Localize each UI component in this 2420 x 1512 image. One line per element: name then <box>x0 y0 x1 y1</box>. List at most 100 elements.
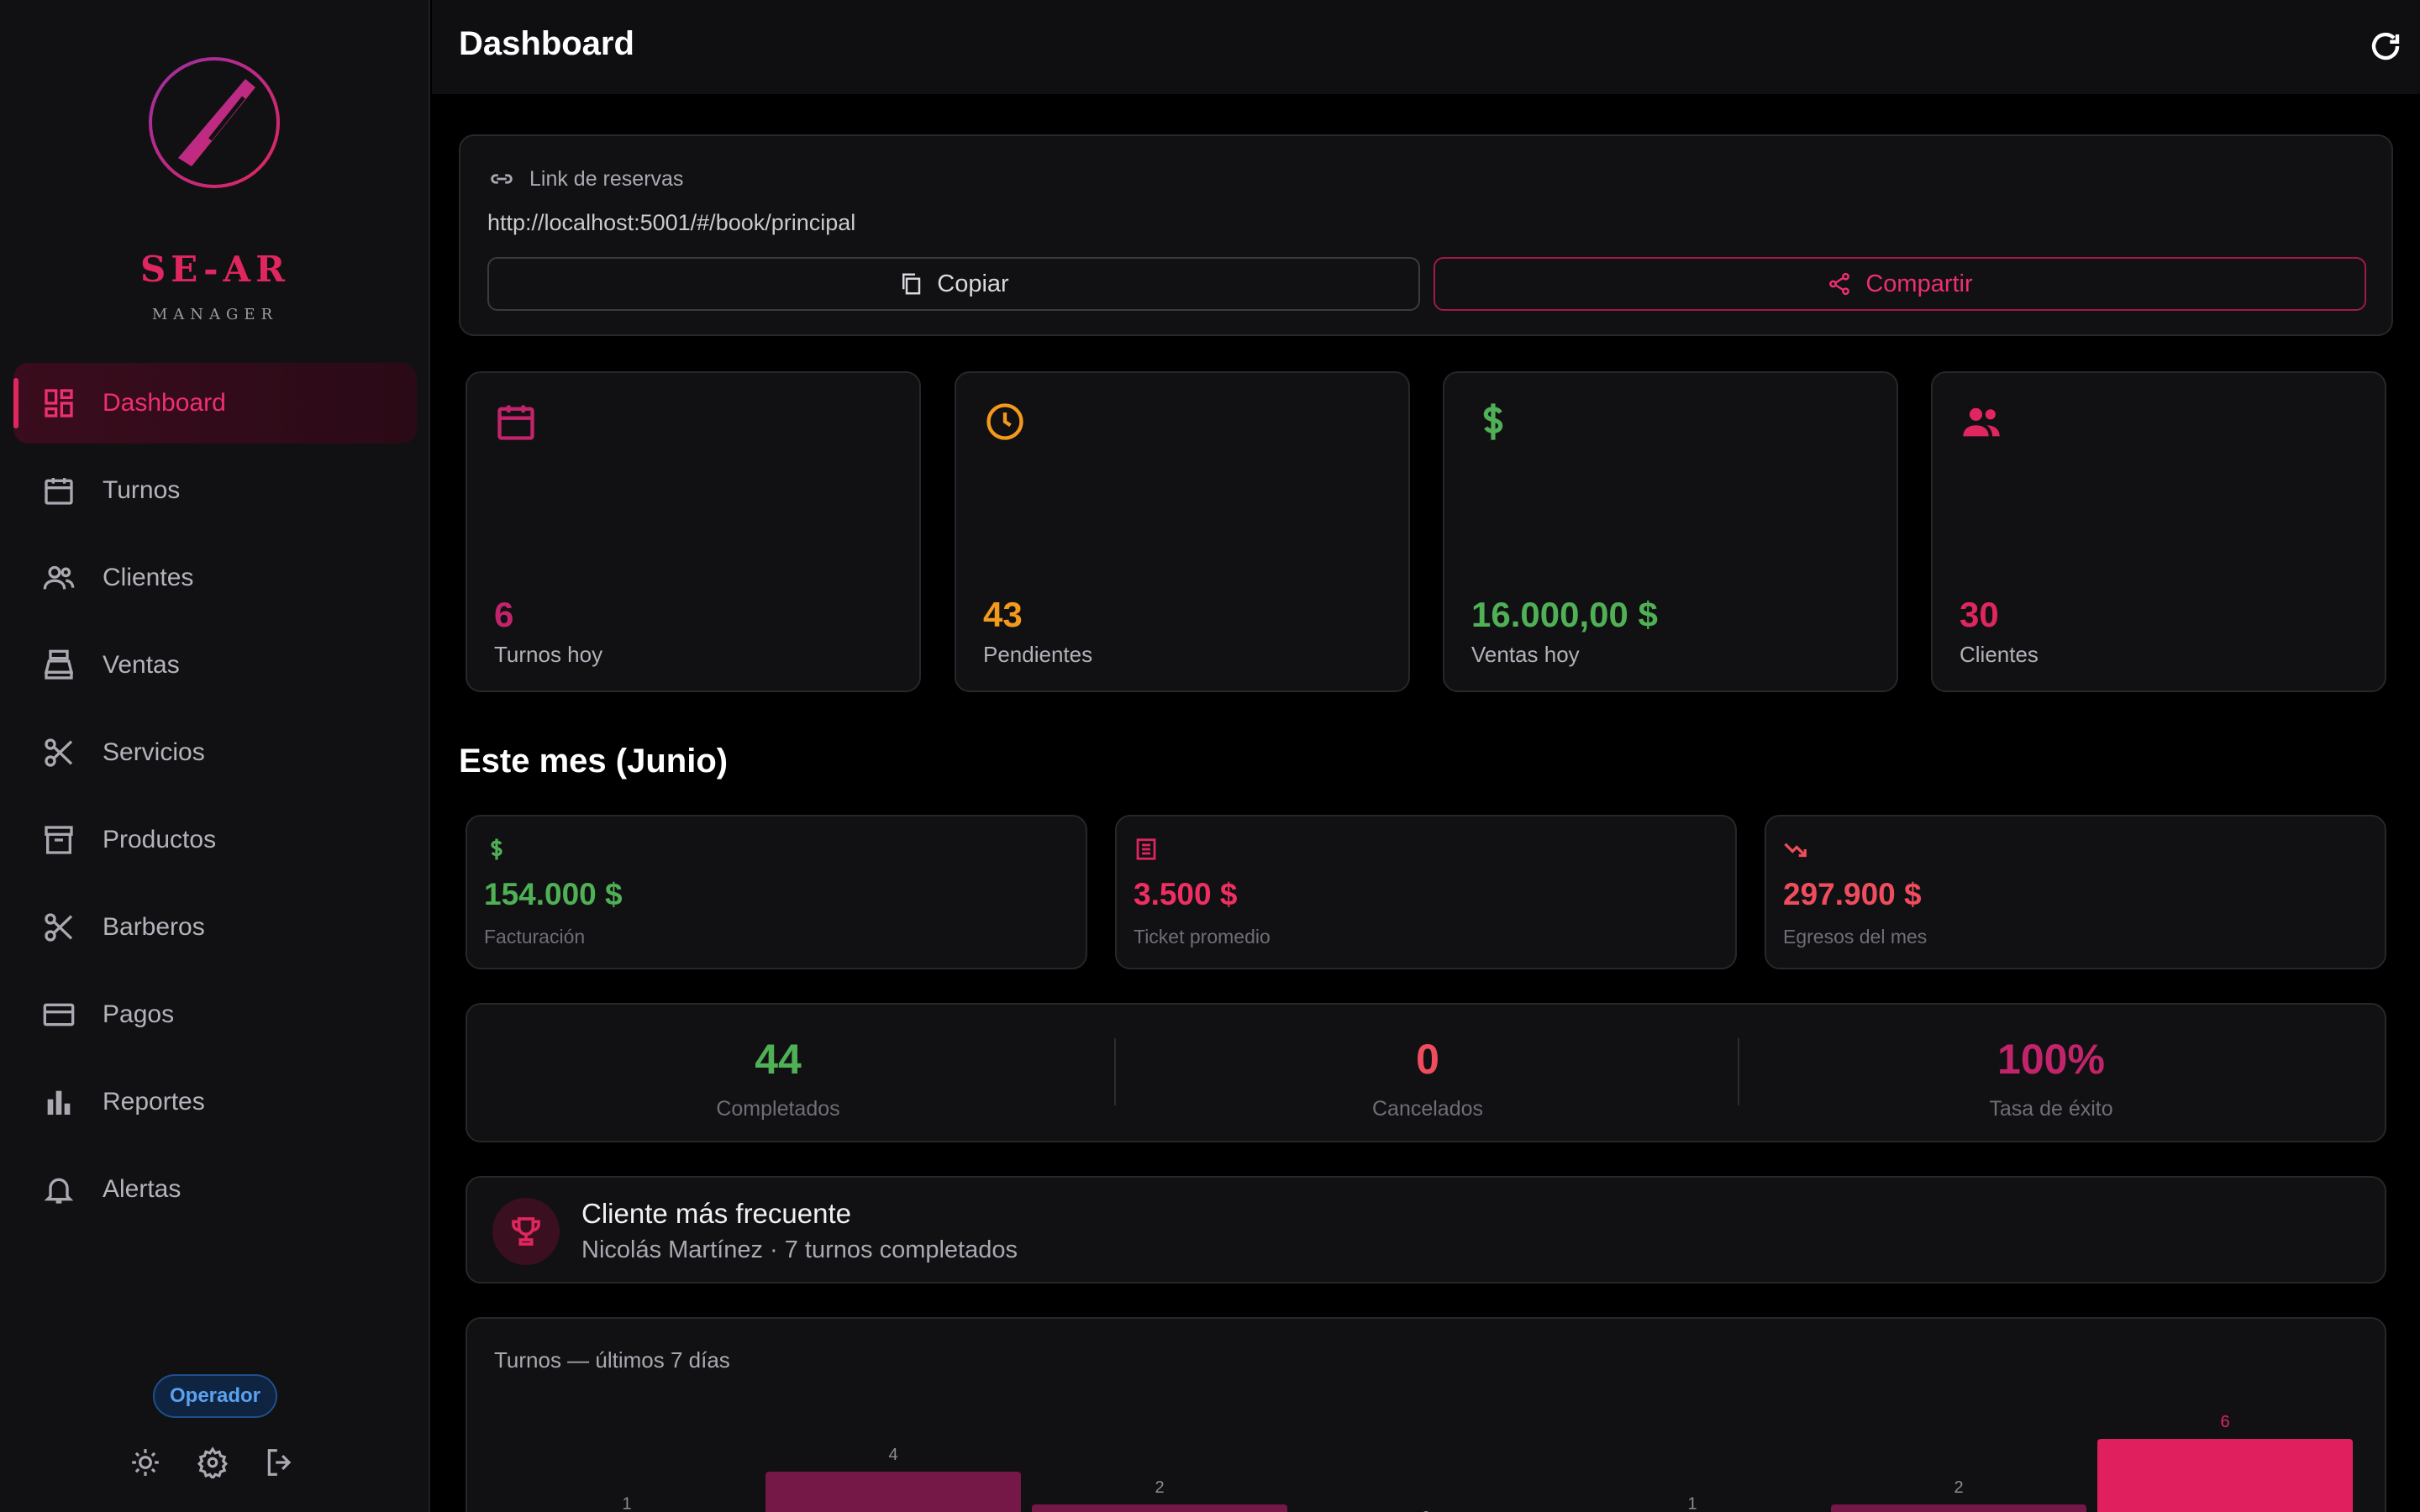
trophy-icon <box>512 1217 540 1246</box>
kpi-value: 100% <box>1997 1036 2105 1083</box>
sidebar-item-label: Turnos <box>103 476 181 504</box>
kpi-cancelados: 0 Cancelados <box>1117 1005 1739 1142</box>
stat-card-pendientes: 43 Pendientes <box>955 371 1410 692</box>
booking-link-card: Link de reservas http://localhost:5001/#… <box>459 134 2393 336</box>
people-icon <box>1963 407 2000 437</box>
month-card-value: 3.500 $ <box>1134 877 1238 911</box>
sidebar-item-label: Productos <box>103 826 217 853</box>
kpi-label: Cancelados <box>1371 1097 1484 1121</box>
refresh-icon[interactable] <box>2368 29 2403 64</box>
sidebar-item-label: Alertas <box>103 1175 182 1203</box>
chart-bar-value-label: 2 <box>1155 1478 1164 1497</box>
sidebar-item-label: Dashboard <box>103 389 226 417</box>
sidebar-item-label: Barberos <box>103 913 205 941</box>
sidebar-nav: Dashboard Turnos Clientes Ventas Servici… <box>13 363 417 1236</box>
month-card-egresos: 297.900 $ Egresos del mes <box>1765 815 2386 969</box>
stat-value: 6 <box>494 595 514 634</box>
kpi-divider <box>1738 1038 1739 1105</box>
role-badge: Operador <box>153 1374 277 1418</box>
brand-logo <box>149 57 280 188</box>
chart-bar-value-label: 2 <box>1954 1478 1963 1497</box>
stat-value: 16.000,00 $ <box>1471 595 1658 634</box>
brand-title: SE-AR <box>139 249 291 290</box>
sidebar-item-reportes[interactable]: Reportes <box>13 1062 417 1142</box>
gear-icon[interactable] <box>197 1446 229 1481</box>
chart-bar-value-label: 1 <box>1687 1495 1697 1512</box>
sun-icon[interactable] <box>129 1446 161 1478</box>
scissors-icon <box>45 913 73 942</box>
sidebar-item-label: Reportes <box>103 1088 205 1116</box>
kpi-completados: 44 Completados <box>467 1005 1089 1142</box>
page-title: Dashboard <box>459 25 634 62</box>
archive-box-icon <box>45 826 73 854</box>
turnos-bar-chart: 1 4 2 0 1 2 6 <box>622 1413 2353 1512</box>
frequent-client-card: Cliente más frecuente Nicolás Martínez ·… <box>466 1176 2386 1284</box>
sidebar-item-ventas[interactable]: Ventas <box>13 625 417 706</box>
booking-url: http://localhost:5001/#/book/principal <box>487 210 856 235</box>
chart-bar-value-label: 0 <box>1421 1509 1430 1512</box>
sidebar-item-productos[interactable]: Productos <box>13 800 417 880</box>
month-card-value: 154.000 $ <box>484 877 623 911</box>
month-card-ticket-promedio: 3.500 $ Ticket promedio <box>1115 815 1737 969</box>
chart-title: Turnos — últimos 7 días <box>494 1347 730 1373</box>
copy-button-label: Copiar <box>937 270 1009 297</box>
kpi-card: 44 Completados 0 Cancelados 100% Tasa de… <box>466 1003 2386 1142</box>
month-card-label: Ticket promedio <box>1134 926 1270 948</box>
frequent-client-title: Cliente más frecuente <box>581 1198 851 1229</box>
month-card-value: 297.900 $ <box>1783 877 1922 911</box>
sidebar-item-clientes[interactable]: Clientes <box>13 538 417 618</box>
stat-value: 30 <box>1960 595 1999 634</box>
logout-icon[interactable] <box>264 1446 296 1478</box>
sidebar: SE-AR MANAGER Dashboard Turnos Clientes … <box>0 0 430 1512</box>
month-card-facturacion: 154.000 $ Facturación <box>466 815 1087 969</box>
sidebar-item-turnos[interactable]: Turnos <box>13 450 417 531</box>
copy-button[interactable]: Copiar <box>487 257 1420 311</box>
kpi-label: Completados <box>716 1097 840 1121</box>
stat-card-clientes: 30 Clientes <box>1931 371 2386 692</box>
trophy-badge <box>492 1198 560 1265</box>
chart-bar <box>1831 1504 2086 1512</box>
stat-label: Ventas hoy <box>1471 642 1580 667</box>
kpi-label: Tasa de éxito <box>1989 1097 2113 1121</box>
chart-bar-value-label: 4 <box>888 1446 897 1464</box>
frequent-client-detail: Nicolás Martínez · 7 turnos completados <box>581 1236 1018 1263</box>
sidebar-item-alertas[interactable]: Alertas <box>13 1149 417 1230</box>
share-button-label: Compartir <box>1865 270 1973 297</box>
month-section-title: Este mes (Junio) <box>459 743 729 780</box>
stat-card-turnos-hoy: 6 Turnos hoy <box>466 371 921 692</box>
stat-value: 43 <box>983 595 1023 634</box>
turnos-chart-card: Turnos — últimos 7 días 1 4 2 0 1 2 6 <box>466 1317 2386 1512</box>
point-of-sale-icon <box>44 649 74 680</box>
sidebar-item-label: Pagos <box>103 1000 175 1028</box>
scissors-icon <box>45 738 73 767</box>
share-button[interactable]: Compartir <box>1434 257 2366 311</box>
chart-bar-value-label: 1 <box>622 1495 631 1512</box>
kpi-value: 44 <box>755 1036 802 1083</box>
people-icon <box>43 565 75 590</box>
trending-down-icon <box>1784 843 1807 858</box>
brand-subtitle: MANAGER <box>151 306 279 323</box>
stat-card-ventas-hoy: 16.000,00 $ Ventas hoy <box>1443 371 1898 692</box>
dashboard-icon <box>45 389 73 417</box>
sidebar-item-label: Clientes <box>103 564 194 591</box>
booking-link-label-text: Link de reservas <box>529 166 684 191</box>
calendar-icon <box>497 405 534 440</box>
sidebar-item-pagos[interactable]: Pagos <box>13 974 417 1055</box>
sidebar-item-barberos[interactable]: Barberos <box>13 887 417 968</box>
sidebar-item-dashboard[interactable]: Dashboard <box>13 363 417 444</box>
sidebar-footer-actions <box>129 1446 296 1481</box>
sidebar-item-servicios[interactable]: Servicios <box>13 712 417 793</box>
top-bar: Dashboard <box>432 0 2420 94</box>
chart-bar-value-label: 6 <box>2220 1413 2229 1431</box>
chart-bar <box>1032 1504 1287 1512</box>
bar-chart-icon <box>47 1090 71 1115</box>
month-card-label: Egresos del mes <box>1783 926 1928 948</box>
kpi-divider <box>1114 1038 1116 1105</box>
bell-icon <box>44 1178 74 1204</box>
copy-icon <box>902 273 921 295</box>
dollar-icon <box>491 838 502 860</box>
dollar-icon <box>1483 403 1503 440</box>
share-icon <box>1829 272 1850 296</box>
booking-link-label: Link de reservas <box>487 165 683 193</box>
